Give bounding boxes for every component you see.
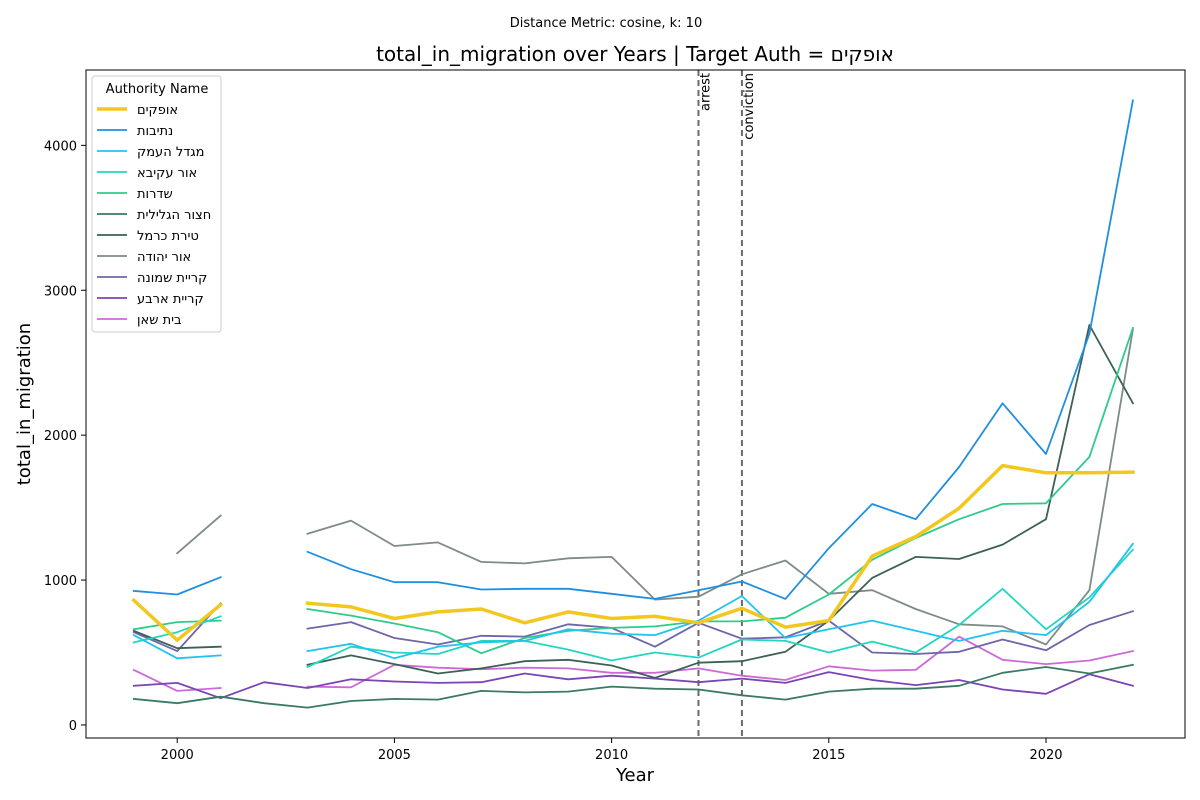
event-markers: arrest conviction	[697, 70, 757, 738]
legend-label: אור יהודה	[137, 250, 191, 265]
event-label-arrest: arrest	[698, 73, 713, 111]
series-line-10	[132, 635, 1134, 692]
legend-label: חצור הגלילית	[137, 208, 211, 223]
chart-suptitle: Distance Metric: cosine, k: 10	[510, 16, 702, 31]
x-tick-label: 2020	[1029, 748, 1062, 763]
series-line-2	[132, 542, 1135, 660]
legend-title: Authority Name	[106, 82, 209, 97]
y-tick-label: 2000	[44, 429, 77, 444]
y-tick-label: 3000	[44, 284, 77, 299]
legend-box	[91, 75, 222, 333]
legend-label: נתיבות	[137, 124, 173, 139]
event-label-conviction: conviction	[742, 73, 757, 140]
legend-label: קריית שמונה	[137, 271, 207, 286]
series-line-1	[132, 99, 1134, 600]
legend-label: בית שאן	[137, 313, 182, 328]
x-tick-label: 2000	[161, 748, 194, 763]
series-lines	[131, 99, 1135, 709]
y-axis-ticks: 0 1000 2000 3000 4000	[44, 139, 86, 734]
y-tick-label: 1000	[44, 574, 77, 589]
y-tick-label: 4000	[44, 139, 77, 154]
series-line-8	[132, 601, 1135, 655]
legend-label: אופקים	[137, 103, 178, 118]
series-line-7	[175, 328, 1134, 646]
chart-title: total_in_migration over Years | Target A…	[376, 42, 894, 66]
series-line-3	[132, 548, 1135, 669]
legend-label: טירת כרמל	[137, 229, 199, 244]
x-tick-label: 2015	[812, 748, 845, 763]
x-tick-label: 2005	[378, 748, 411, 763]
series-line-6	[132, 324, 1135, 679]
x-axis-ticks: 2000 2005 2010 2015 2020	[161, 738, 1063, 763]
x-axis-label: Year	[615, 765, 655, 786]
legend-label: שדרות	[137, 187, 173, 202]
x-tick-label: 2010	[595, 748, 628, 763]
y-axis-label: total_in_migration	[14, 323, 35, 485]
plot-area	[85, 69, 1186, 739]
legend-label: אור עקיבא	[137, 166, 197, 181]
series-line-5	[132, 663, 1134, 709]
legend-label: מגדל העמק	[137, 145, 205, 160]
legend-label: קריית ארבע	[137, 292, 204, 307]
legend: Authority Name אופקים נתיבות מגדל העמק אור …	[91, 75, 222, 333]
series-line-9	[132, 671, 1135, 700]
series-line-0	[131, 463, 1135, 642]
y-tick-label: 0	[69, 719, 77, 734]
